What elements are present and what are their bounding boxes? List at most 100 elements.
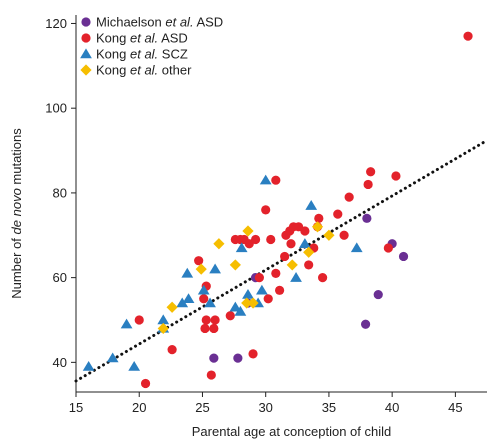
data-point: [303, 246, 315, 258]
data-point: [256, 284, 268, 295]
data-point: [241, 297, 253, 309]
trend-line-group: [74, 138, 487, 383]
data-point: [194, 256, 204, 266]
data-point: [140, 378, 151, 389]
data-point: [398, 251, 409, 262]
data-point: [363, 179, 373, 190]
data-point: [213, 238, 225, 250]
legend-marker: [81, 33, 91, 43]
data-point: [167, 345, 177, 355]
data-point: [275, 285, 285, 295]
x-tick-label: 45: [448, 400, 462, 415]
data-point: [254, 273, 264, 283]
trend-line: [74, 138, 487, 383]
data-point: [311, 221, 324, 233]
legend-label: Kong et al. other: [96, 63, 192, 78]
data-point: [286, 239, 296, 249]
data-point: [242, 288, 254, 299]
data-point: [166, 301, 178, 313]
legend-marker: [80, 48, 92, 59]
legend-label: Michaelson et al. ASD: [96, 15, 223, 30]
data-point: [199, 294, 209, 304]
y-tick-label: 80: [53, 185, 67, 200]
data-point: [235, 242, 248, 253]
data-point: [134, 315, 144, 325]
data-point: [229, 301, 242, 312]
data-point: [157, 314, 170, 325]
data-point: [197, 284, 210, 295]
series-1: [134, 31, 473, 389]
data-point: [383, 243, 393, 253]
data-point: [128, 360, 141, 371]
x-tick-label: 35: [322, 400, 336, 415]
series-2: [82, 174, 363, 371]
data-point: [290, 272, 302, 282]
y-tick-label: 60: [53, 270, 67, 285]
data-point: [248, 349, 258, 359]
data-point: [305, 200, 318, 210]
legend-marker: [81, 17, 91, 27]
data-point: [391, 171, 401, 181]
data-point: [314, 213, 324, 223]
data-point: [204, 297, 216, 308]
data-point: [209, 353, 219, 363]
data-point: [233, 353, 243, 363]
data-points: [82, 31, 473, 389]
data-point: [373, 289, 383, 300]
data-point: [209, 263, 221, 274]
data-point: [266, 234, 276, 245]
data-point: [247, 297, 259, 309]
y-axis-title: Number of de novo mutations: [9, 128, 24, 299]
data-point: [280, 251, 290, 262]
data-point: [318, 273, 328, 283]
data-point: [106, 352, 119, 363]
data-point: [195, 263, 207, 275]
data-point: [350, 242, 363, 253]
data-point: [182, 293, 195, 304]
data-point: [271, 175, 281, 185]
x-axis-title: Parental age at conception of child: [192, 424, 391, 439]
data-point: [339, 230, 349, 240]
x-tick-label: 15: [69, 400, 83, 415]
series-3: [157, 221, 335, 335]
x-tick-label: 30: [258, 400, 272, 415]
data-point: [323, 229, 335, 241]
data-point: [362, 213, 372, 223]
data-point: [229, 259, 241, 271]
axes: 15 20 25 30 35 40 45 40 60 80 100 120 Parental age a…: [9, 15, 487, 439]
y-tick-label: 100: [45, 101, 67, 116]
y-tick-label: 120: [45, 16, 67, 31]
data-point: [250, 234, 261, 245]
data-point: [210, 315, 220, 325]
data-point: [344, 192, 354, 202]
data-point: [259, 174, 272, 185]
data-point: [120, 318, 133, 329]
y-tick-label: 40: [53, 355, 67, 370]
legend-marker: [80, 64, 92, 76]
data-point: [463, 31, 473, 41]
data-point: [286, 259, 298, 271]
data-point: [157, 322, 169, 335]
data-point: [181, 267, 194, 278]
data-point: [333, 209, 343, 219]
data-point: [201, 315, 211, 325]
x-tick-label: 25: [195, 400, 209, 415]
data-point: [366, 167, 376, 177]
data-point: [234, 305, 247, 316]
data-point: [200, 323, 210, 334]
data-point: [263, 294, 273, 304]
x-tick-label: 20: [132, 400, 146, 415]
data-point: [176, 297, 189, 308]
data-point: [261, 205, 271, 215]
data-point: [225, 311, 235, 321]
data-point: [82, 360, 95, 371]
legend-label: Kong et al. SCZ: [96, 47, 188, 62]
data-point: [360, 319, 371, 329]
data-point: [209, 323, 219, 334]
data-point: [304, 260, 314, 270]
data-point: [242, 225, 254, 237]
data-point: [299, 238, 311, 248]
data-point: [271, 268, 281, 278]
